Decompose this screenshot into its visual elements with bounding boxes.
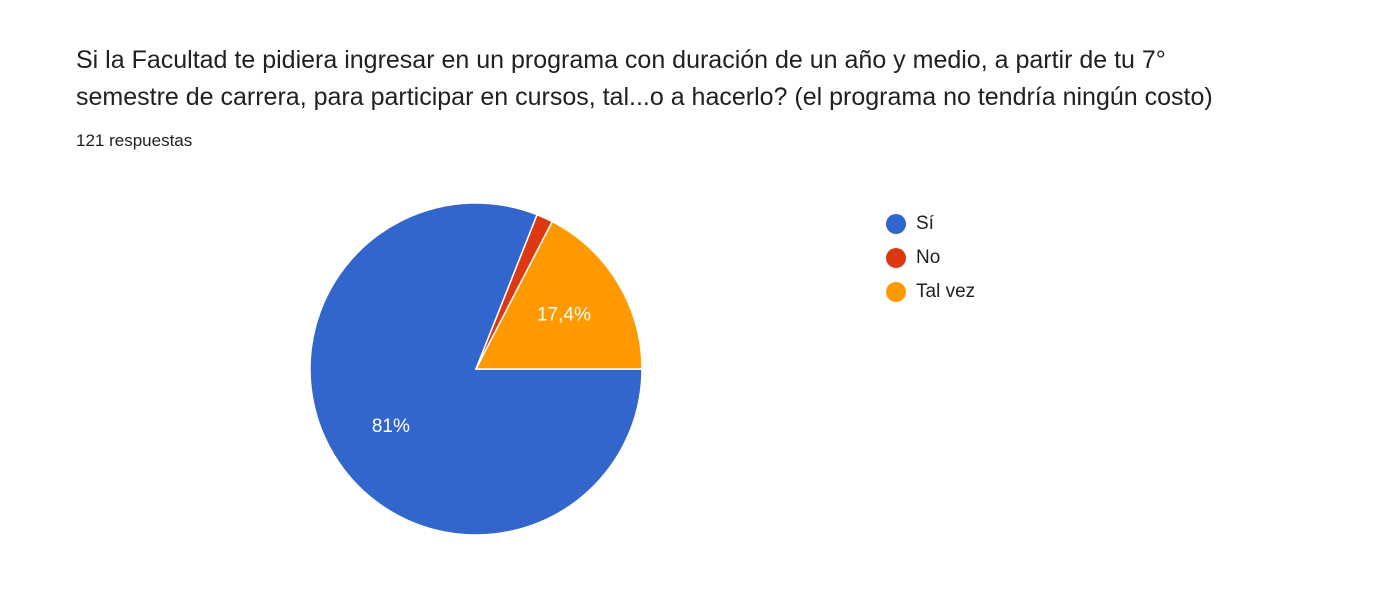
pie-slice-label-2: 17,4% (537, 305, 591, 326)
legend-item-si: Sí (886, 207, 975, 241)
legend-item-no: No (886, 241, 975, 275)
legend-label-si: Sí (916, 213, 934, 234)
legend-label-no: No (916, 247, 941, 268)
response-count: 121 respuestas (76, 131, 193, 150)
question-title: Si la Facultad te pidiera ingresar en un… (76, 42, 1366, 116)
question-title-line-1: Si la Facultad te pidiera ingresar en un… (76, 46, 1166, 74)
legend-swatch-no (886, 248, 906, 268)
pie-slice-0 (309, 202, 643, 536)
legend-item-tal-vez: Tal vez (886, 275, 975, 309)
pie-slice-label-0: 81% (372, 416, 410, 437)
legend-label-tal-vez: Tal vez (916, 281, 976, 302)
question-title-line-2: semestre de carrera, para participar en … (76, 83, 1213, 111)
chart-legend: Sí No Tal vez (886, 207, 975, 309)
legend-swatch-si (886, 214, 906, 234)
pie-slice-2 (474, 220, 643, 370)
legend-swatch-tal-vez (886, 282, 906, 302)
